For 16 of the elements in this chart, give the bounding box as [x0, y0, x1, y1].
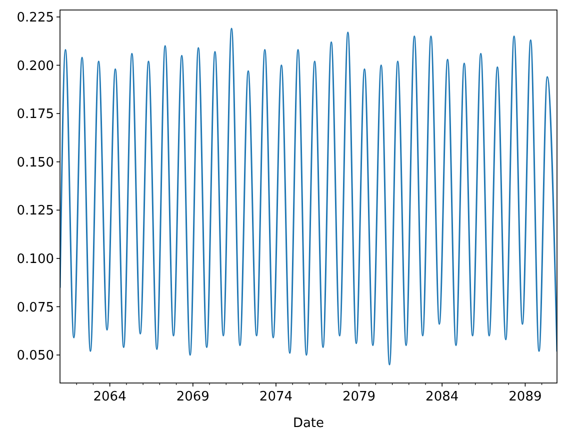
x-axis-title: Date	[292, 416, 324, 431]
y-tick-label: 0.125	[16, 204, 54, 219]
y-tick-label: 0.075	[16, 300, 54, 316]
x-tick-label: 2069	[176, 390, 210, 405]
line-series	[60, 28, 557, 366]
x-tick-label: 2079	[342, 390, 376, 405]
y-tick-label: 0.200	[16, 58, 54, 74]
y-tick-label: 0.050	[16, 348, 54, 364]
y-tick-label: 0.150	[16, 155, 54, 170]
x-tick-label: 2074	[259, 390, 293, 405]
y-tick-label: 0.100	[16, 252, 54, 267]
x-tick-label: 2089	[508, 390, 542, 405]
y-tick-label: 0.175	[16, 107, 54, 122]
y-tick-label: 0.225	[16, 10, 54, 26]
x-tick-label: 2084	[426, 390, 459, 405]
x-tick-label: 2064	[93, 390, 126, 405]
